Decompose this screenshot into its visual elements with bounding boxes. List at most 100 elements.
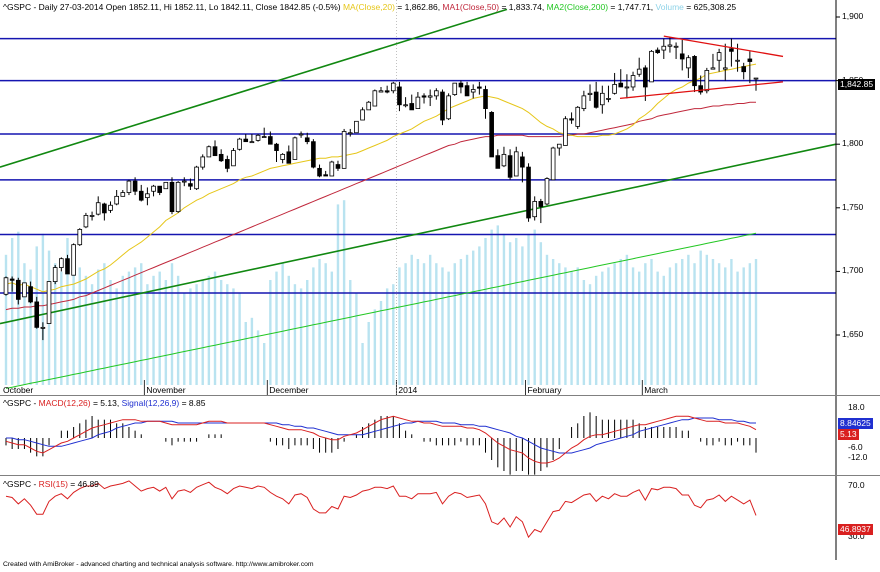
volume-bar — [656, 271, 659, 385]
candle — [120, 192, 126, 197]
volume-bar — [312, 267, 315, 385]
candle — [593, 91, 599, 108]
candle — [575, 106, 581, 127]
candle — [28, 286, 33, 303]
macd-tick-label: -6.0 — [848, 442, 863, 452]
candle — [347, 132, 353, 135]
volume-bar — [140, 263, 143, 385]
candle — [181, 180, 187, 183]
volume-bar — [158, 271, 161, 385]
candle — [464, 85, 470, 97]
rsi-chart[interactable] — [0, 476, 880, 560]
volume-bar — [207, 275, 211, 385]
candle — [34, 301, 40, 328]
candle — [606, 98, 611, 100]
candle — [175, 181, 181, 213]
price-tick-label: 1,650 — [842, 329, 864, 339]
volume-bar — [250, 317, 254, 385]
candle — [741, 66, 747, 73]
volume-bar — [625, 254, 629, 385]
volume-bar — [490, 229, 493, 385]
volume-bar — [754, 259, 758, 385]
volume-bar — [238, 292, 241, 385]
candle — [212, 146, 218, 157]
title-part: = 1,833.74, — [499, 2, 547, 12]
candle — [292, 137, 298, 160]
volume-bar — [631, 267, 635, 385]
candle — [538, 201, 544, 207]
volume-bar — [687, 254, 690, 385]
month-label: 2014 — [398, 385, 418, 395]
volume-bar — [29, 269, 32, 385]
candle — [59, 258, 64, 268]
macd-line — [5, 415, 757, 464]
volume-bar — [306, 280, 309, 385]
candle — [581, 95, 587, 109]
candle — [532, 201, 537, 218]
volume-bar — [226, 284, 229, 385]
macd-tick-label: 18.0 — [848, 402, 865, 412]
candle — [206, 146, 212, 158]
footer-credit: Created with AmiBroker - advanced charti… — [3, 561, 314, 568]
candle — [255, 134, 261, 141]
volume-bar — [717, 263, 721, 385]
candle — [679, 53, 685, 60]
volume-bar — [422, 263, 426, 385]
title-part: = 1,862.86, — [394, 2, 443, 12]
volume-bar — [736, 271, 739, 385]
candle — [188, 183, 193, 187]
rsi-pane-title: ^GSPC - RSI(15) = 46.89 — [3, 479, 99, 489]
candle — [366, 101, 372, 111]
ma200-line — [5, 232, 757, 389]
candle — [311, 141, 316, 168]
volume-bar — [515, 238, 518, 385]
volume-bar — [256, 330, 260, 385]
volume-bar — [521, 246, 524, 385]
candle — [163, 181, 169, 190]
volume-bar — [410, 254, 413, 385]
macd-tick-label: -12.0 — [848, 452, 868, 462]
volume-bar — [373, 309, 377, 385]
rsi-tick-label: 70.0 — [848, 480, 865, 490]
volume-bar — [404, 263, 407, 385]
volume-bar — [447, 271, 450, 385]
candle — [409, 103, 415, 111]
candle — [421, 95, 427, 98]
candle — [132, 180, 138, 192]
candle — [108, 204, 113, 211]
candle — [65, 258, 70, 275]
volume-bar — [53, 263, 57, 385]
price-chart[interactable] — [0, 0, 880, 396]
candle — [477, 86, 482, 89]
candle — [415, 96, 421, 109]
volume-bar — [176, 275, 180, 385]
volume-bar — [662, 275, 665, 385]
volume-bar — [262, 343, 266, 385]
volume-bar — [472, 250, 475, 385]
candle — [194, 166, 199, 190]
macd-chart[interactable] — [0, 396, 880, 476]
candle — [145, 193, 150, 199]
candle — [77, 229, 83, 246]
candle — [643, 67, 648, 88]
candle — [126, 180, 132, 193]
price-tick-label: 1,700 — [842, 265, 864, 276]
volume-bar — [379, 301, 383, 385]
volume-bar — [385, 288, 389, 385]
volume-bar — [281, 263, 284, 385]
volume-bar — [435, 263, 438, 385]
candle — [169, 181, 175, 213]
volume-bar — [508, 242, 512, 385]
candle — [397, 86, 402, 106]
title-part: = 8.85 — [179, 398, 206, 408]
volume-bar — [133, 267, 137, 385]
volume-bar — [478, 246, 481, 385]
candle — [686, 57, 691, 69]
volume-bar — [355, 292, 358, 385]
candle — [9, 278, 15, 281]
volume-bar — [336, 204, 340, 385]
candle — [470, 89, 476, 93]
candle — [452, 82, 458, 95]
candle — [372, 90, 378, 107]
price-tick-label: 1,750 — [842, 201, 864, 212]
